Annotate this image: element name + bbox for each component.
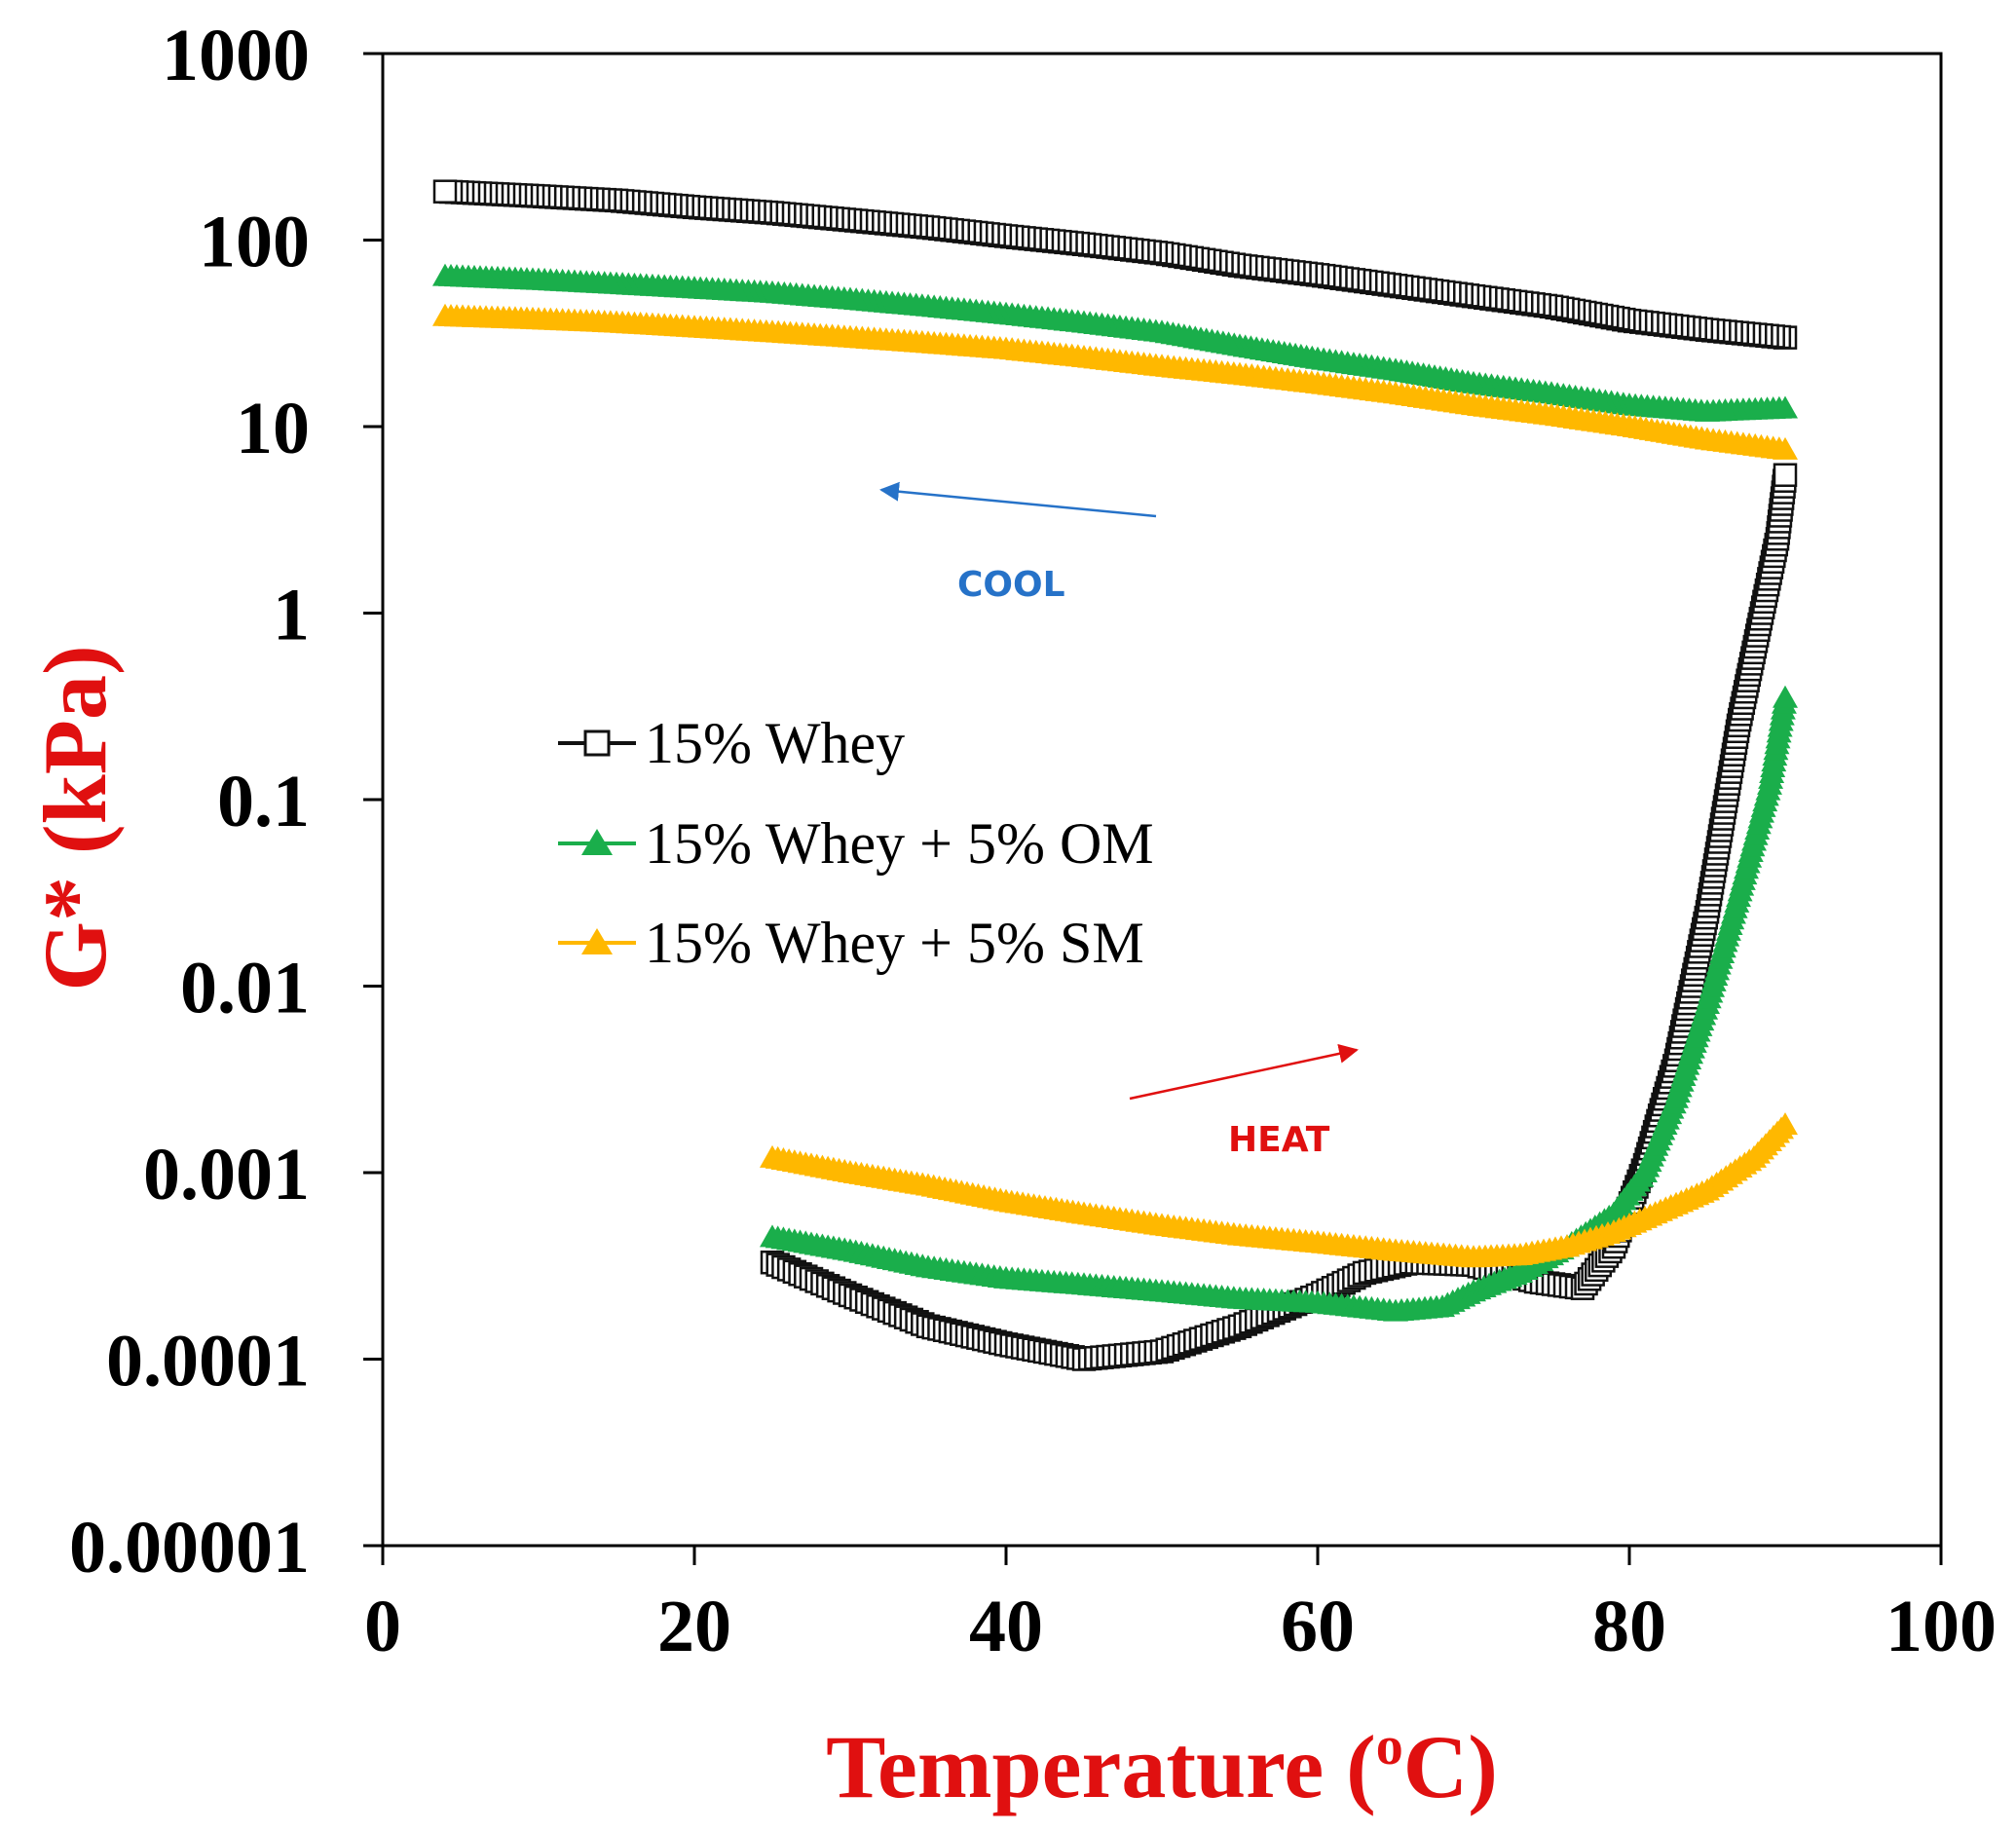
y-tick-label: 0.0001 <box>106 1321 310 1402</box>
legend-item-whey-om: 15% Whey + 5% OM <box>558 811 1154 876</box>
legend-marker-square <box>583 729 611 757</box>
y-tick-label: 0.01 <box>180 948 310 1029</box>
data-point <box>1773 463 1798 487</box>
legend-label-whey: 15% Whey <box>645 711 905 775</box>
data-point <box>432 303 458 326</box>
y-tick-label: 0.1 <box>217 761 310 842</box>
x-tick-label: 0 <box>364 1586 401 1667</box>
x-tick-label: 60 <box>1281 1586 1355 1667</box>
heat-arrow <box>1129 1043 1359 1101</box>
y-tick-label: 10 <box>236 388 310 469</box>
x-tick-label: 40 <box>969 1586 1043 1667</box>
x-axis-title: Temperature (oC) <box>826 1716 1498 1816</box>
legend-marker-triangle-yellow <box>581 928 613 954</box>
x-axis: 0 20 40 60 80 100 <box>364 1546 1997 1667</box>
data-point <box>432 179 458 204</box>
y-tick-label: 0.00001 <box>69 1507 310 1589</box>
y-axis: 0.00001 0.0001 0.001 0.01 0.1 1 10 100 1000 <box>69 15 383 1589</box>
x-tick-label: 20 <box>657 1586 731 1667</box>
x-tick-label: 80 <box>1592 1586 1666 1667</box>
cool-arrow <box>879 481 1157 518</box>
y-tick-label: 100 <box>199 202 310 283</box>
data-point <box>432 263 458 286</box>
heat-label: HEAT <box>1228 1120 1330 1160</box>
y-axis-title: G* (kPa) <box>25 645 125 991</box>
legend-label-whey-sm: 15% Whey + 5% SM <box>645 911 1144 975</box>
series-1 <box>432 263 1798 1322</box>
data-point <box>1773 685 1798 708</box>
legend-marker-triangle-green <box>581 829 613 855</box>
series-layer <box>432 179 1798 1371</box>
legend-label-whey-om: 15% Whey + 5% OM <box>645 811 1154 876</box>
data-point <box>1773 1112 1798 1136</box>
y-tick-label: 1000 <box>162 15 310 96</box>
cool-label: COOL <box>957 565 1065 605</box>
series-2 <box>432 303 1798 1268</box>
legend-item-whey-sm: 15% Whey + 5% SM <box>558 911 1144 975</box>
legend-item-whey: 15% Whey <box>558 711 905 775</box>
y-tick-label: 1 <box>273 575 310 656</box>
x-tick-label: 100 <box>1885 1586 1997 1667</box>
y-tick-label: 0.001 <box>143 1134 310 1215</box>
legend: 15% Whey 15% Whey + 5% OM 15% Whey + 5% … <box>558 711 1154 975</box>
